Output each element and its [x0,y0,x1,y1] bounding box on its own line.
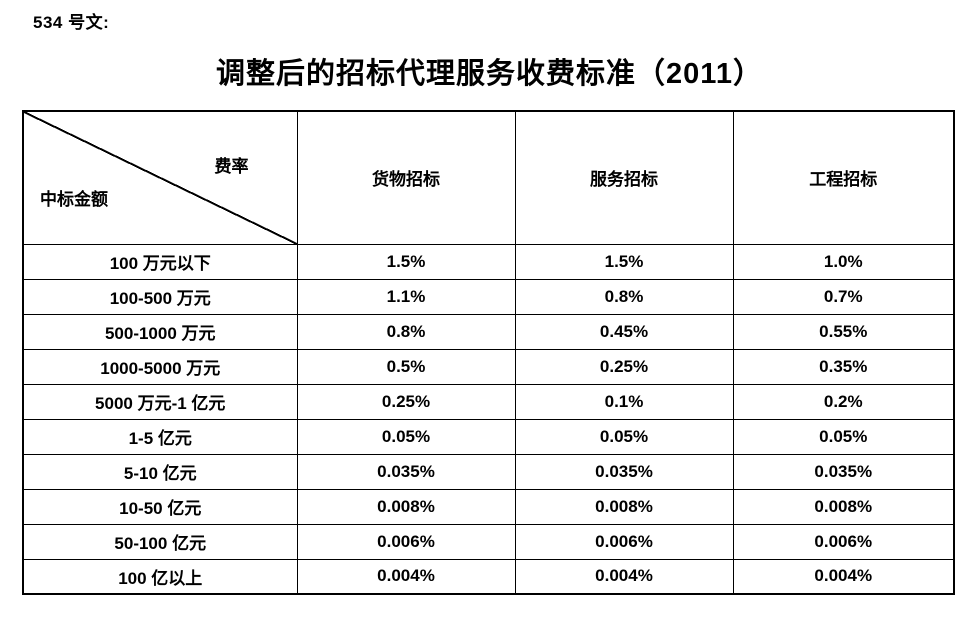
fee-cell: 0.2% [732,383,955,420]
fee-cell: 1.5% [296,243,516,280]
fee-cell: 0.035% [296,453,516,490]
fee-cell: 0.004% [732,558,955,595]
column-header-goods-bidding: 货物招标 [296,110,516,245]
amount-range-label: 100-500 万元 [22,278,298,315]
table-row: 10-50 亿元 0.008% 0.008% 0.008% [22,488,955,525]
fee-cell: 0.05% [296,418,516,455]
amount-range-label: 50-100 亿元 [22,523,298,560]
table-row: 5-10 亿元 0.035% 0.035% 0.035% [22,453,955,490]
table-row: 100 万元以下 1.5% 1.5% 1.0% [22,243,955,280]
table-row: 1-5 亿元 0.05% 0.05% 0.05% [22,418,955,455]
column-header-service-bidding: 服务招标 [514,110,734,245]
fee-cell: 0.35% [732,348,955,385]
table-row: 500-1000 万元 0.8% 0.45% 0.55% [22,313,955,350]
table-header-row: 费率 中标金额 货物招标 服务招标 工程招标 [22,110,955,245]
fee-cell: 0.004% [296,558,516,595]
fee-cell: 0.006% [514,523,734,560]
amount-range-label: 500-1000 万元 [22,313,298,350]
amount-range-label: 5-10 亿元 [22,453,298,490]
table-row: 1000-5000 万元 0.5% 0.25% 0.35% [22,348,955,385]
fee-cell: 0.006% [732,523,955,560]
fee-cell: 1.5% [514,243,734,280]
fee-cell: 0.05% [514,418,734,455]
fee-cell: 0.035% [732,453,955,490]
fee-cell: 0.25% [514,348,734,385]
bid-amount-axis-label: 中标金额 [40,189,108,209]
fee-cell: 0.55% [732,313,955,350]
fee-cell: 0.7% [732,278,955,315]
table-row: 100 亿以上 0.004% 0.004% 0.004% [22,558,955,595]
amount-range-label: 1-5 亿元 [22,418,298,455]
amount-range-label: 100 亿以上 [22,558,298,595]
fee-rate-axis-label: 费率 [214,157,249,176]
amount-range-label: 5000 万元-1 亿元 [22,383,298,420]
fee-cell: 0.004% [514,558,734,595]
fee-cell: 0.1% [514,383,734,420]
corner-header-cell: 费率 中标金额 [22,110,298,245]
fee-cell: 0.008% [514,488,734,525]
fee-cell: 0.008% [732,488,955,525]
fee-cell: 1.0% [732,243,955,280]
table-row: 5000 万元-1 亿元 0.25% 0.1% 0.2% [22,383,955,420]
fee-cell: 0.8% [296,313,516,350]
fee-standard-table: 费率 中标金额 货物招标 服务招标 工程招标 100 万元以下 1.5% 1.5… [22,110,955,595]
column-header-engineering-bidding: 工程招标 [732,110,955,245]
fee-cell: 0.008% [296,488,516,525]
document-number-label: 534 号文: [33,13,110,32]
amount-range-label: 10-50 亿元 [22,488,298,525]
fee-cell: 0.05% [732,418,955,455]
fee-cell: 0.035% [514,453,734,490]
amount-range-label: 100 万元以下 [22,243,298,280]
fee-cell: 1.1% [296,278,516,315]
fee-cell: 0.25% [296,383,516,420]
fee-cell: 0.5% [296,348,516,385]
amount-range-label: 1000-5000 万元 [22,348,298,385]
table-row: 100-500 万元 1.1% 0.8% 0.7% [22,278,955,315]
page-title: 调整后的招标代理服务收费标准（2011） [216,58,763,90]
fee-cell: 0.8% [514,278,734,315]
fee-cell: 0.006% [296,523,516,560]
fee-cell: 0.45% [514,313,734,350]
table-row: 50-100 亿元 0.006% 0.006% 0.006% [22,523,955,560]
